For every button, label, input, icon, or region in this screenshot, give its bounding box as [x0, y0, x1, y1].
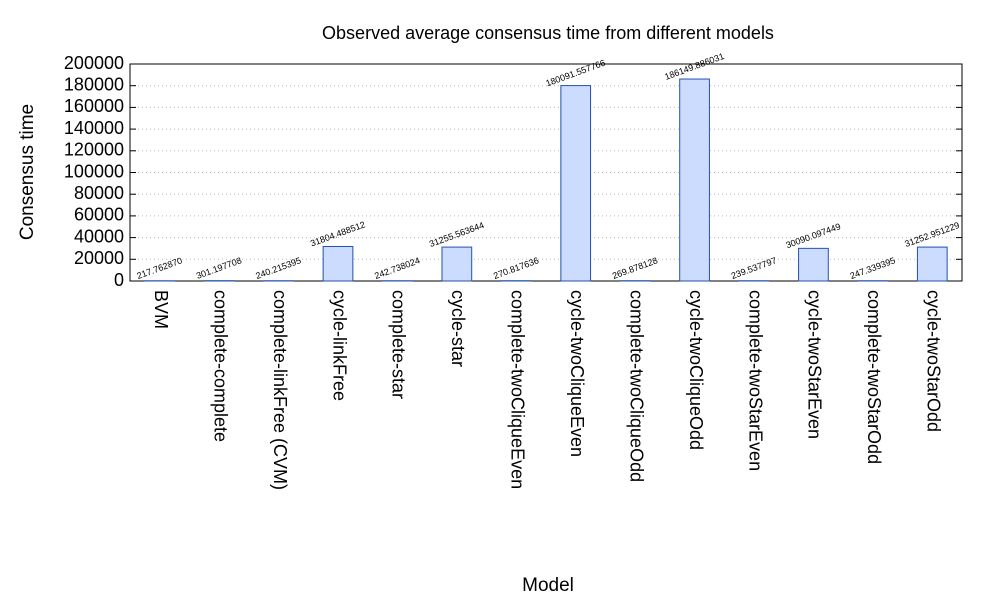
x-tick-label: cycle-twoStarOdd [924, 290, 944, 432]
value-label: 180091.557766 [544, 58, 606, 89]
y-tick-label: 100000 [64, 161, 124, 181]
x-tick-label: complete-complete [210, 290, 230, 442]
x-tick-label: complete-twoStarOdd [864, 290, 884, 464]
x-tick-label: cycle-twoCliqueOdd [686, 290, 706, 450]
bar [798, 247, 829, 282]
bar [441, 246, 473, 282]
y-tick-label: 120000 [64, 140, 124, 160]
y-tick-label: 160000 [64, 96, 124, 116]
value-label: 239.537797 [730, 255, 778, 281]
x-tick-label: cycle-star [448, 290, 468, 367]
x-axis-label: Model [522, 575, 574, 596]
value-label: 31255.563644 [428, 220, 486, 249]
bar [916, 246, 948, 282]
chart-title: Observed average consensus time from dif… [322, 23, 774, 43]
x-tick-label: complete-linkFree (CVM) [270, 290, 290, 490]
value-label: 270.817636 [492, 255, 540, 281]
value-label: 242.738024 [373, 255, 421, 281]
y-tick-label: 180000 [64, 74, 124, 94]
x-tick-label: complete-twoCliqueOdd [626, 290, 646, 482]
y-tick-label: 20000 [74, 248, 124, 268]
y-axis-label: Consensus time [17, 104, 38, 240]
value-label: 186149.886031 [663, 51, 725, 82]
bar [322, 245, 354, 282]
x-tick-label: BVM [151, 290, 171, 329]
y-tick-label: 80000 [74, 183, 124, 203]
bar [679, 78, 710, 282]
value-label: 247.339395 [849, 255, 897, 281]
value-label: 30090.097449 [784, 221, 842, 250]
y-tick-label: 200000 [64, 53, 124, 73]
plot-frame [129, 63, 963, 282]
value-label: 31804.488512 [309, 219, 367, 248]
y-tick-label: 0 [114, 270, 124, 290]
y-tick-label: 140000 [64, 118, 124, 138]
x-tick-label: complete-twoCliqueEven [508, 290, 528, 489]
x-tick-label: complete-twoStarEven [745, 290, 765, 471]
x-tick-label: cycle-linkFree [329, 290, 349, 401]
y-tick-label: 40000 [74, 226, 124, 246]
y-tick-label: 60000 [74, 205, 124, 225]
x-tick-label: cycle-twoStarEven [805, 290, 825, 439]
bar [560, 85, 592, 282]
x-tick-label: cycle-twoCliqueEven [567, 290, 587, 457]
value-label: 31252.951229 [903, 220, 961, 249]
x-tick-label: complete-star [389, 290, 409, 399]
